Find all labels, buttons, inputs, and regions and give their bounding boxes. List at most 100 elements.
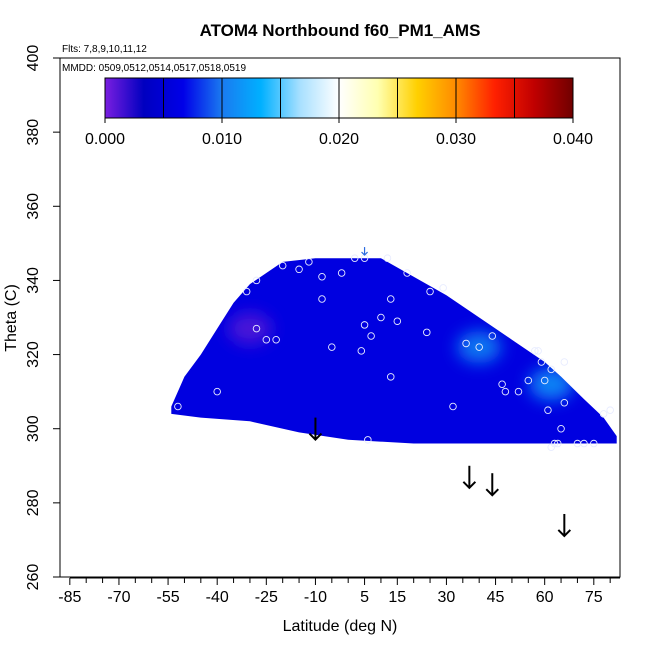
x-tick-label: 60	[536, 589, 554, 606]
sample-point	[426, 287, 434, 296]
sample-point	[387, 295, 395, 303]
x-tick-label: 45	[487, 589, 505, 606]
sample-point	[462, 339, 470, 348]
y-tick-label: 280	[25, 489, 42, 516]
x-tick-label: 75	[585, 589, 603, 606]
plot-frame	[59, 57, 621, 578]
sample-point	[537, 358, 546, 366]
sample-point	[174, 402, 182, 411]
axes: -85 -70 -55 -40 -25 -10 5 15 30 45 60 75 260 280 300 32…	[25, 45, 620, 606]
sample-point	[213, 387, 221, 396]
x-tick-label: -40	[206, 589, 229, 606]
x-tick-label: -85	[58, 589, 81, 606]
sample-point	[501, 387, 510, 396]
field-feature	[227, 312, 272, 345]
y-tick-label: 300	[25, 415, 42, 442]
y-tick-label: 380	[25, 119, 42, 146]
sample-point	[262, 335, 271, 344]
x-tick-label: -25	[255, 589, 278, 606]
sample-point	[318, 295, 326, 303]
sample-point	[560, 399, 569, 407]
sample-point	[531, 347, 539, 355]
sample-point	[475, 343, 483, 351]
sample-point	[364, 436, 372, 444]
sample-point	[367, 332, 375, 340]
sample-point	[498, 380, 506, 388]
arrow-head	[361, 251, 368, 256]
colorbar-tick-label: 0.000	[85, 131, 125, 148]
sample-point	[403, 269, 411, 277]
sample-point	[350, 254, 359, 262]
field-polygon	[171, 258, 617, 444]
sample-point	[560, 358, 569, 366]
colorbar-tick-label: 0.040	[553, 131, 593, 148]
arrows	[308, 247, 572, 538]
sample-point	[360, 321, 369, 329]
x-tick-label: -10	[304, 589, 327, 606]
colorbar-tick-label: 0.030	[436, 131, 476, 148]
y-tick-label: 360	[25, 193, 42, 220]
sample-point	[599, 410, 608, 418]
arrow	[557, 513, 572, 538]
sample-points	[174, 254, 614, 452]
sample-point	[534, 347, 542, 355]
x-tick-label: 30	[438, 589, 456, 606]
colorbar-tick-label: 0.010	[202, 131, 242, 148]
arrow-head	[308, 432, 323, 442]
chart-subtitle-dates: MMDD: 0509,0512,0514,0517,0518,0519	[62, 63, 246, 74]
sample-point	[439, 284, 447, 292]
sample-point	[305, 258, 313, 266]
x-tick-label: 15	[388, 589, 406, 606]
sample-point	[318, 272, 326, 281]
arrow	[462, 465, 477, 490]
arrow-head	[557, 529, 572, 538]
y-tick-label: 340	[25, 267, 42, 294]
sample-point	[393, 317, 402, 325]
sample-point	[377, 313, 385, 322]
sample-point	[252, 276, 261, 285]
sample-point	[449, 402, 457, 411]
sample-point	[242, 287, 251, 296]
arrow	[485, 473, 499, 497]
x-tick-label: 5	[360, 589, 369, 606]
chart-title: ATOM4 Northbound f60_PM1_AMS	[200, 21, 481, 40]
sample-point	[590, 439, 598, 448]
y-tick-label: 400	[25, 45, 42, 72]
heatmap-field	[171, 258, 617, 444]
sample-point	[272, 335, 280, 344]
sample-point	[423, 328, 431, 337]
sample-point	[328, 343, 336, 351]
arrow	[308, 417, 323, 442]
sample-point	[252, 324, 261, 333]
arrow-head	[485, 488, 499, 497]
sample-point	[550, 439, 559, 448]
x-axis-label: Latitude (deg N)	[283, 618, 398, 635]
sample-point	[488, 332, 497, 340]
y-tick-label: 320	[25, 341, 42, 368]
x-tick-label: -55	[157, 589, 180, 606]
arrow-head	[462, 481, 477, 490]
arrow	[361, 247, 368, 256]
sample-point	[606, 406, 614, 414]
y-axis-label: Theta (C)	[3, 284, 20, 352]
sample-point	[580, 439, 588, 448]
sample-point	[547, 365, 555, 374]
x-tick-label: -70	[107, 589, 130, 606]
colorbar-tick-label: 0.020	[319, 131, 359, 148]
chart-subtitle-flights: Flts: 7,8,9,10,11,12	[62, 44, 147, 55]
sample-point	[514, 387, 523, 396]
sample-point	[278, 261, 287, 270]
sample-point	[544, 406, 552, 414]
sample-point	[540, 376, 549, 385]
sample-point	[387, 373, 395, 381]
sample-point	[554, 439, 562, 448]
sample-point	[383, 254, 392, 262]
sample-point	[557, 424, 565, 433]
field-feature	[457, 331, 502, 364]
y-tick-label: 260	[25, 564, 42, 591]
sample-point	[357, 347, 366, 355]
colorbar: 0.000 0.010 0.020 0.030 0.040	[85, 77, 593, 148]
sample-point	[524, 376, 533, 385]
sample-point	[295, 265, 303, 274]
